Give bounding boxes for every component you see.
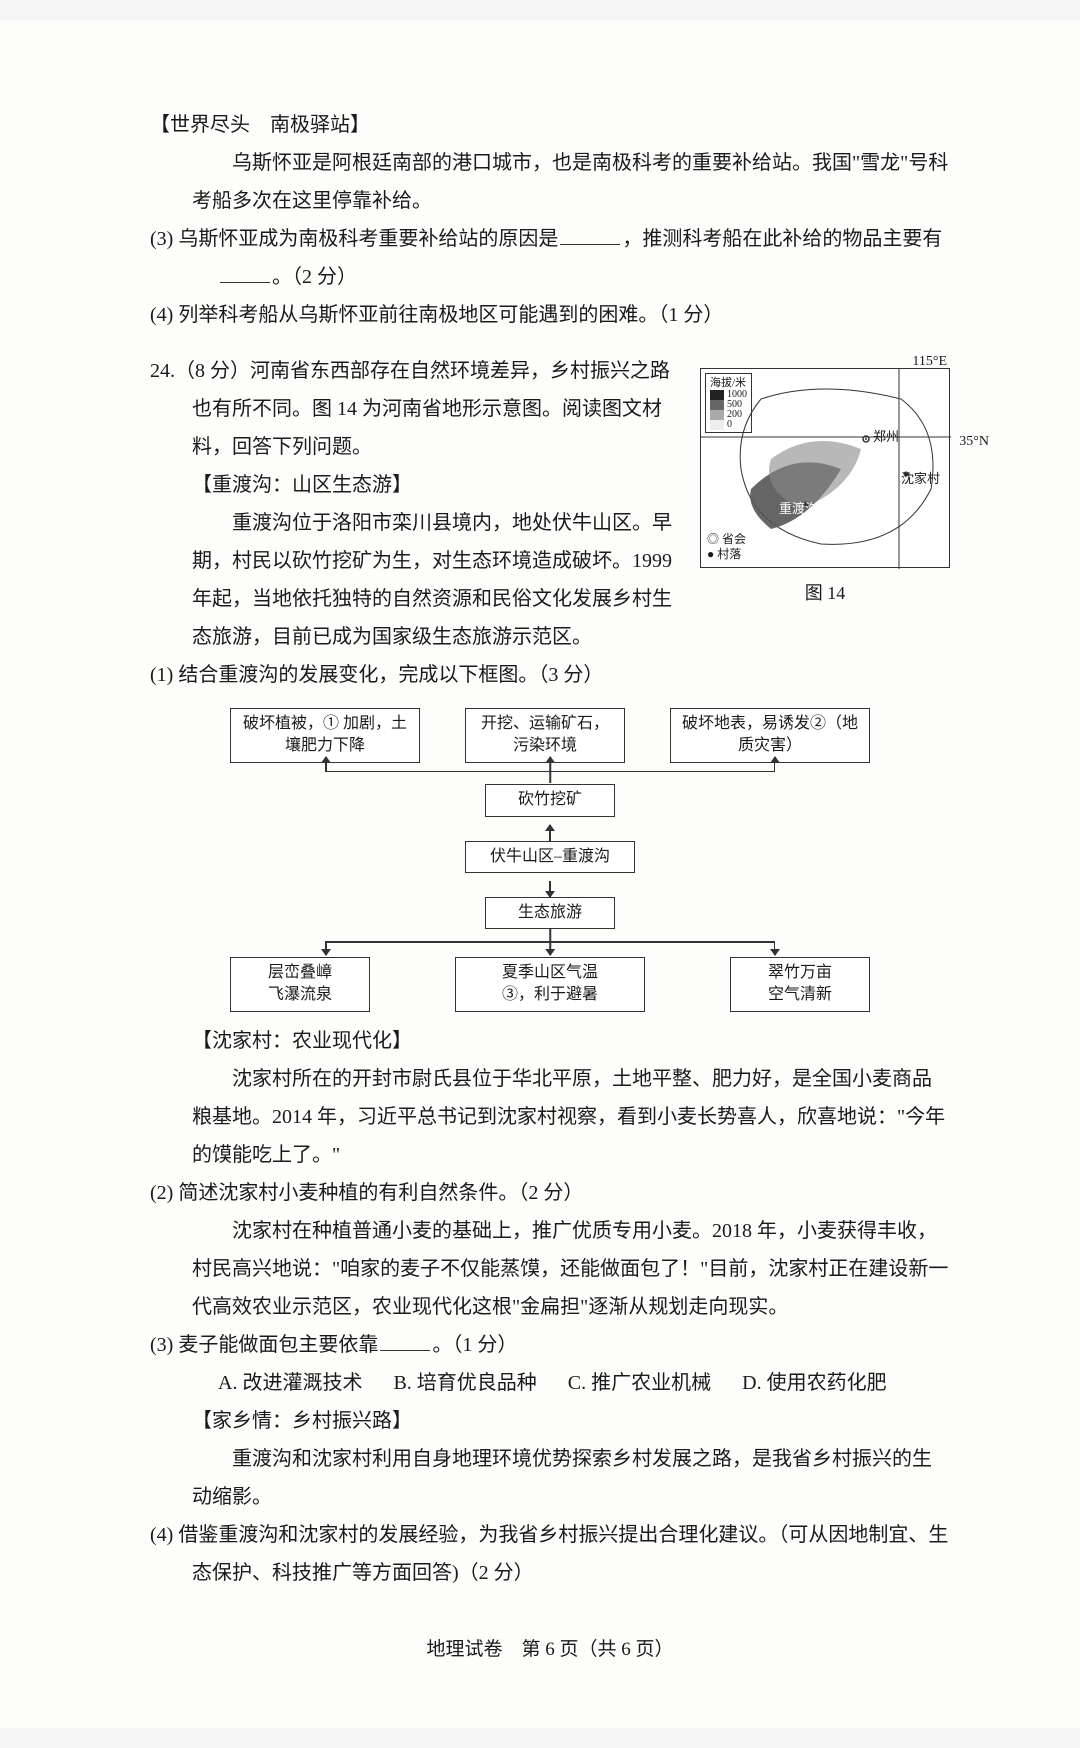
sub2-title: 【沈家村：农业现代化】 — [150, 1022, 950, 1060]
flow-mid3: 生态旅游 — [485, 897, 615, 929]
exam-page: 【世界尽头 南极驿站】 乌斯怀亚是阿根廷南部的港口城市，也是南极科考的重要补给站… — [0, 20, 1080, 1728]
legend-village: ● 村落 — [707, 547, 746, 563]
map-legend: ◎ 省会 ● 村落 — [707, 532, 746, 563]
sub3-para: 重渡沟和沈家村利用自身地理环境优势探索乡村发展之路，是我省乡村振兴的生动缩影。 — [150, 1440, 950, 1516]
map-figure: 115°E 35°N 海拔/米 1000 — [700, 352, 950, 694]
blank-bread[interactable] — [380, 1331, 430, 1351]
q3-part-a: (3) 乌斯怀亚成为南极科考重要补给站的原因是 — [150, 228, 558, 250]
city-chongdu: 重渡沟 — [779, 497, 818, 522]
flow-top3: 破坏地表，易诱发②（地质灾害） — [670, 708, 870, 763]
sub2-para1: 沈家村所在的开封市尉氏县位于华北平原，土地平整、肥力好，是全国小麦商品粮基地。2… — [150, 1060, 950, 1174]
choice-c[interactable]: C. 推广农业机械 — [568, 1364, 711, 1402]
arrow-down — [549, 881, 551, 897]
flow-bot2: 夏季山区气温 ③，利于避暑 — [455, 957, 645, 1012]
city-zhengzhou: 郑州 — [873, 425, 899, 450]
map-caption: 图 14 — [700, 576, 950, 610]
question-24: 24.（8 分）河南省东西部存在自然环境差异，乡村振兴之路也有所不同。图 14 … — [150, 352, 950, 1592]
flow-top2-text: 开挖、运输矿石，污染环境 — [481, 715, 609, 754]
blank-reason[interactable] — [560, 225, 620, 245]
sub1-title: 【重渡沟：山区生态游】 — [150, 466, 684, 504]
intro-text: 乌斯怀亚是阿根廷南部的港口城市，也是南极科考的重要补给站。我国"雪龙"号科考船多… — [150, 144, 950, 220]
flowchart: 破坏植被，① 加剧，土壤肥力下降 开挖、运输矿石，污染环境 破坏地表，易诱发②（… — [230, 708, 870, 1012]
flow-mid2: 伏牛山区–重渡沟 — [465, 841, 635, 873]
arrow-up — [549, 825, 551, 841]
map-box: 115°E 35°N 海拔/米 1000 — [700, 368, 950, 568]
q24-q3: (3) 麦子能做面包主要依靠 。（1 分） — [150, 1326, 950, 1364]
q24-q2: (2) 简述沈家村小麦种植的有利自然条件。（2 分） — [150, 1174, 950, 1212]
flow-top3-text: 破坏地表，易诱发②（地质灾害） — [682, 715, 858, 754]
flow-top2: 开挖、运输矿石，污染环境 — [465, 708, 625, 763]
q24-header: 24.（8 分）河南省东西部存在自然环境差异，乡村振兴之路也有所不同。图 14 … — [150, 352, 684, 466]
legend-capital: ◎ 省会 — [707, 532, 746, 548]
sub1-para: 重渡沟位于洛阳市栾川县境内，地处伏牛山区。早期，村民以砍竹挖矿为生，对生态环境造… — [150, 504, 684, 656]
blank-supplies[interactable] — [220, 263, 270, 283]
flow-bot1: 层峦叠嶂 飞瀑流泉 — [230, 957, 370, 1012]
city-shenjia: 沈家村 — [901, 467, 940, 492]
page-footer: 地理试卷 第 6 页（共 6 页） — [150, 1632, 950, 1668]
map-lat-label: 35°N — [959, 429, 989, 456]
sub3-title: 【家乡情：乡村振兴路】 — [150, 1402, 950, 1440]
choice-a[interactable]: A. 改进灌溉技术 — [218, 1364, 362, 1402]
flow-top1: 破坏植被，① 加剧，土壤肥力下降 — [230, 708, 420, 763]
sub2-para2: 沈家村在种植普通小麦的基础上，推广优质专用小麦。2018 年，小麦获得丰收，村民… — [150, 1212, 950, 1326]
q3-text-b: 。（1 分） — [432, 1334, 517, 1356]
flow-top1-text: 破坏植被，① 加剧，土壤肥力下降 — [243, 715, 407, 754]
choice-b[interactable]: B. 培育优良品种 — [393, 1364, 536, 1402]
question-4: (4) 列举科考船从乌斯怀亚前往南极地区可能遇到的困难。（1 分） — [150, 296, 950, 334]
question-3: (3) 乌斯怀亚成为南极科考重要补给站的原因是 ，推测科考船在此补给的物品主要有 — [150, 220, 950, 258]
q24-q4: (4) 借鉴重渡沟和沈家村的发展经验，为我省乡村振兴提出合理化建议。（可从因地制… — [150, 1516, 950, 1592]
section-antarctic: 【世界尽头 南极驿站】 乌斯怀亚是阿根廷南部的港口城市，也是南极科考的重要补给站… — [150, 106, 950, 334]
q24-q1: (1) 结合重渡沟的发展变化，完成以下框图。（3 分） — [150, 656, 684, 694]
question-3-cont: 。（2 分） — [150, 258, 950, 296]
choices-row: A. 改进灌溉技术 B. 培育优良品种 C. 推广农业机械 D. 使用农药化肥 — [150, 1364, 950, 1402]
flow-bot3: 翠竹万亩 空气清新 — [730, 957, 870, 1012]
choice-d[interactable]: D. 使用农药化肥 — [742, 1364, 886, 1402]
section-title: 【世界尽头 南极驿站】 — [150, 106, 950, 144]
flow-mid1: 砍竹挖矿 — [485, 784, 615, 816]
q3-part-c: 。（2 分） — [272, 266, 357, 288]
q3-text-a: (3) 麦子能做面包主要依靠 — [150, 1334, 378, 1356]
q3-part-b: ，推测科考船在此补给的物品主要有 — [622, 228, 942, 250]
